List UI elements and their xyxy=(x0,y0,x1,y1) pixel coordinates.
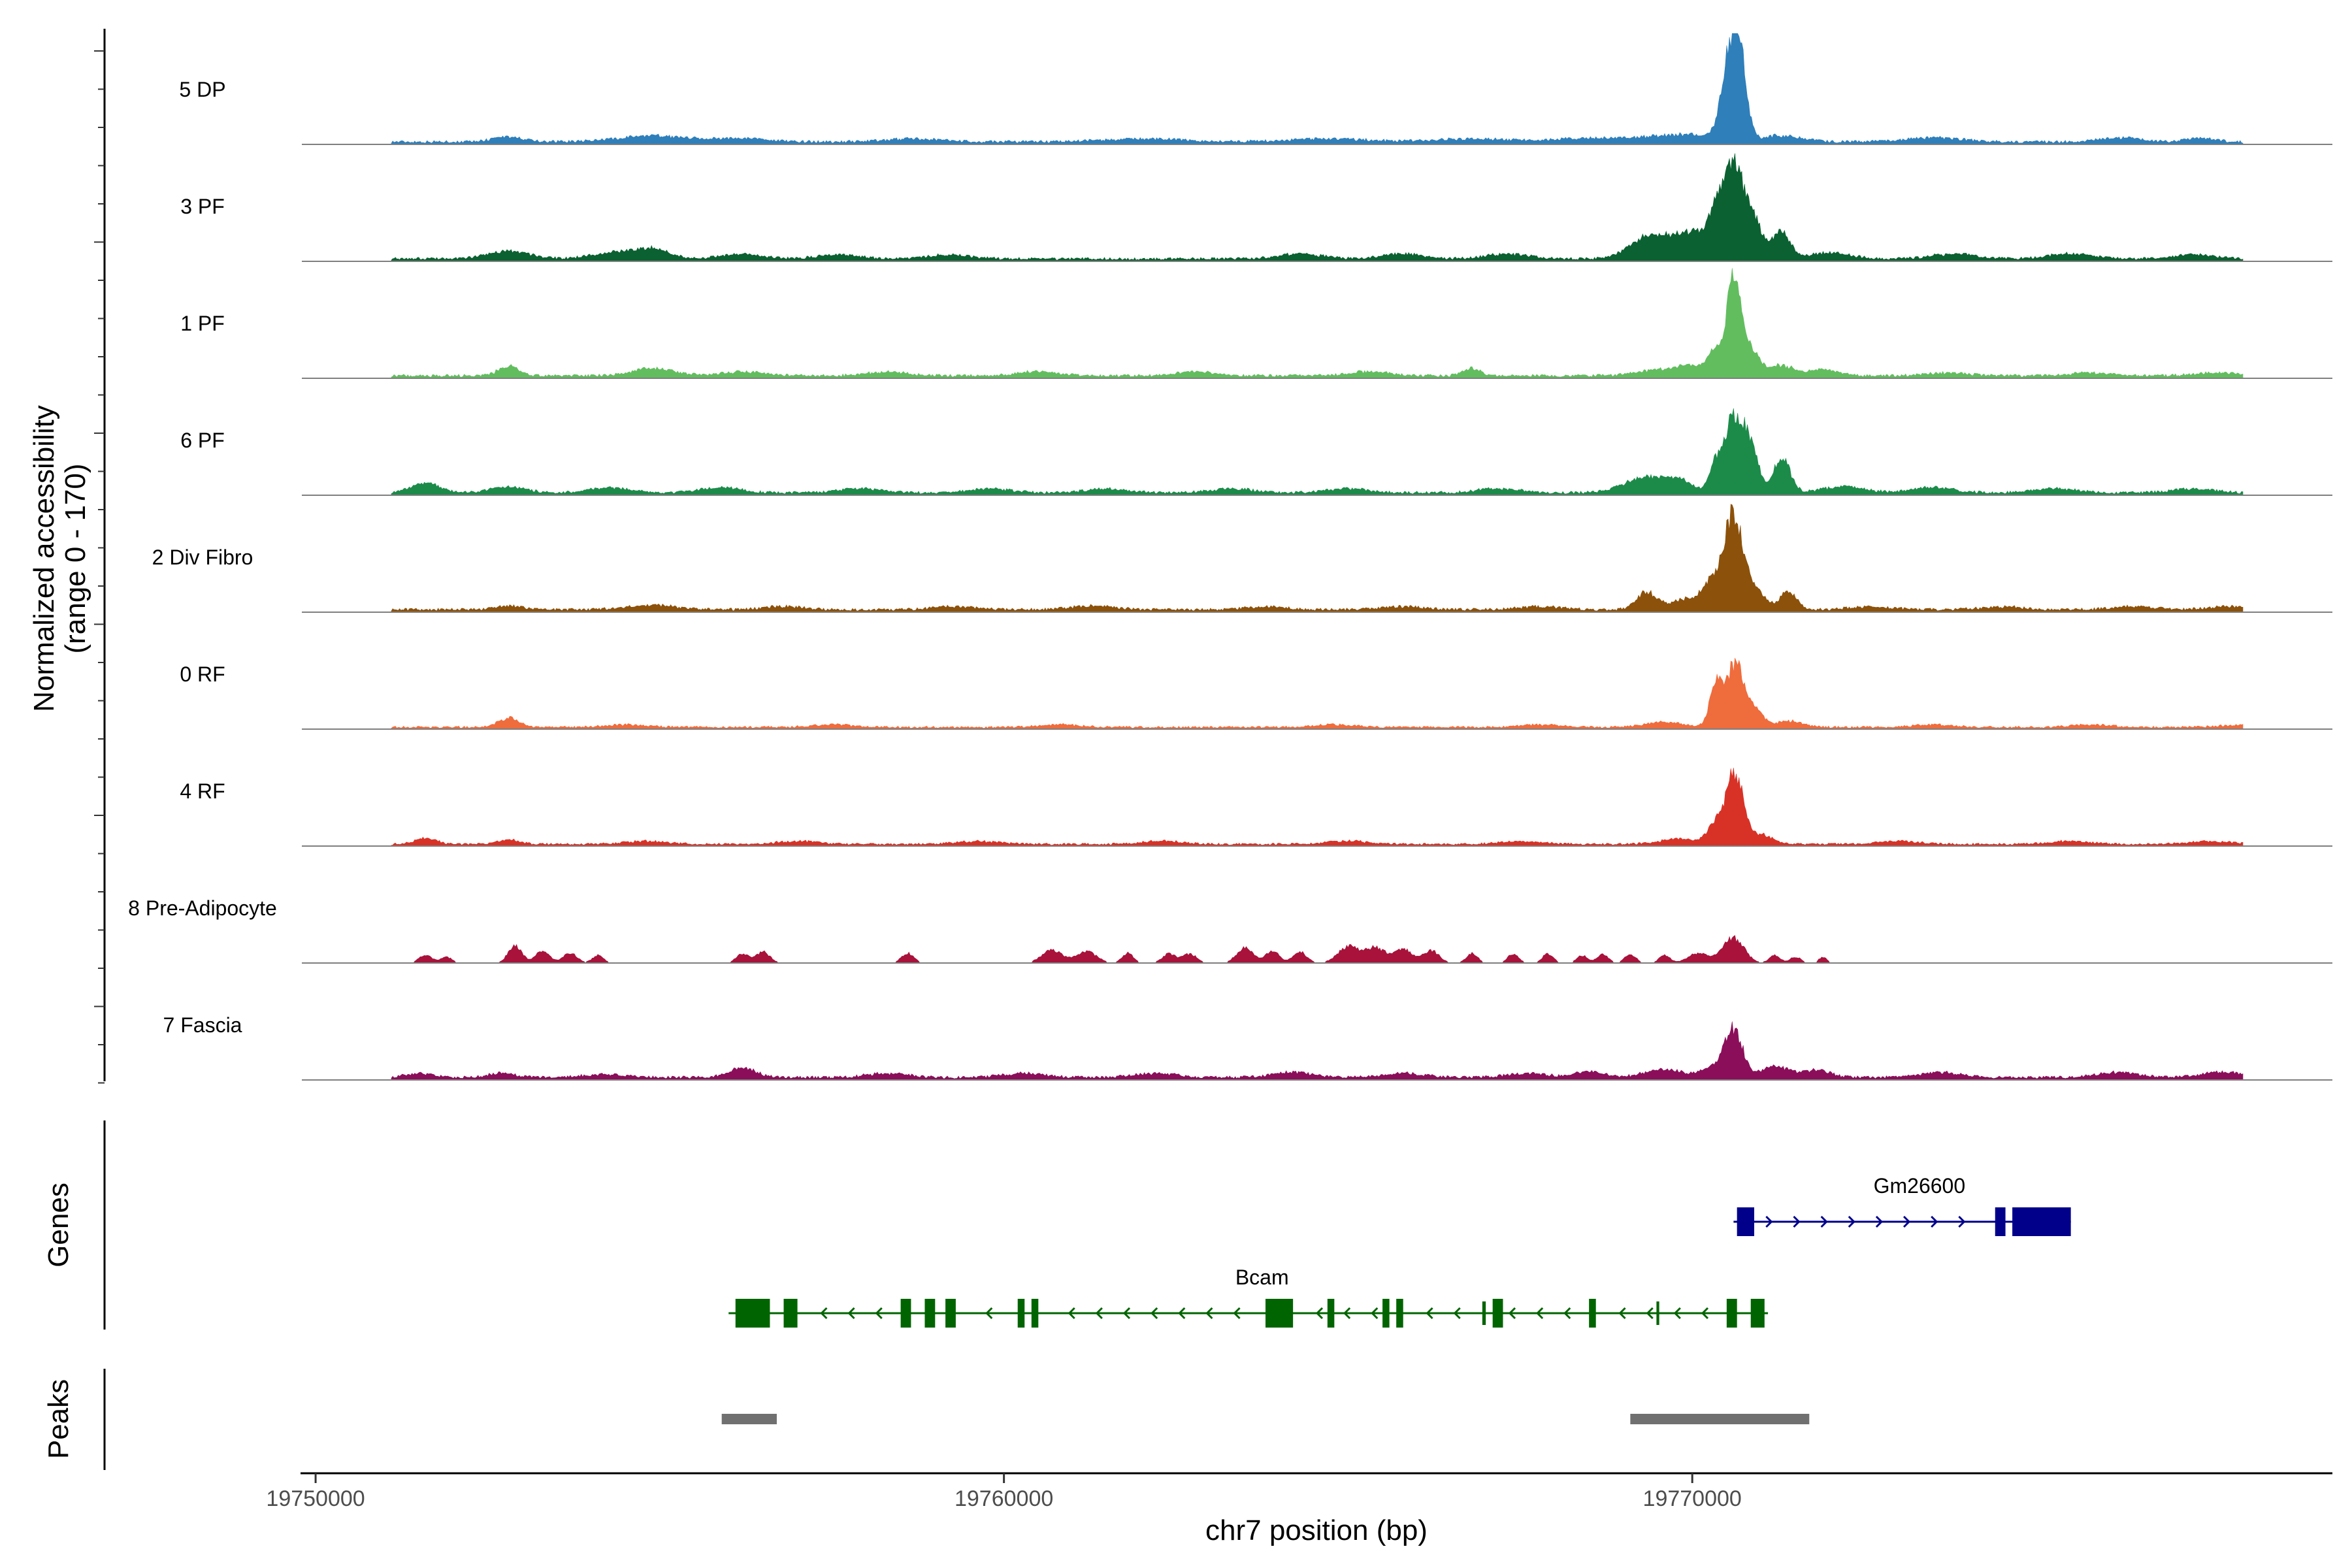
coverage-area-8-pre-adipocyte xyxy=(391,935,2243,964)
strand-arrow-bcam xyxy=(820,1307,828,1320)
strand-arrow-gm26600 xyxy=(1765,1215,1773,1228)
peak-regions xyxy=(721,1414,1810,1424)
strand-arrow-gm26600 xyxy=(1793,1215,1801,1228)
coverage-area-4-rf xyxy=(391,768,2244,847)
strand-arrow-bcam xyxy=(1426,1307,1433,1320)
strand-arrow-bcam xyxy=(847,1307,855,1320)
coverage-area-5-dp xyxy=(391,33,2244,145)
exon-bcam-4 xyxy=(945,1299,956,1328)
strand-arrow-bcam xyxy=(1453,1307,1461,1320)
x-tick-label-2: 19770000 xyxy=(1643,1486,1742,1511)
strand-arrow-bcam xyxy=(1315,1307,1324,1320)
exon-gm26600-2 xyxy=(2012,1207,2071,1236)
strand-arrow-bcam xyxy=(1371,1307,1379,1320)
strand-arrow-gm26600 xyxy=(1875,1215,1884,1228)
exon-bcam-8 xyxy=(1327,1299,1335,1328)
exon-bcam-16 xyxy=(1750,1299,1765,1328)
coverage-area-3-pf xyxy=(391,153,2244,262)
track-label-3-pf: 3 PF xyxy=(180,195,225,218)
coverage-area-7-fascia xyxy=(391,1021,2244,1081)
strand-arrow-bcam xyxy=(1205,1307,1213,1320)
track-label-5-dp: 5 DP xyxy=(179,78,225,101)
x-axis-title: chr7 position (bp) xyxy=(1205,1514,1428,1546)
coverage-area-0-rf xyxy=(391,658,2244,730)
exon-bcam-14 xyxy=(1656,1301,1659,1325)
strand-arrow-bcam xyxy=(985,1307,993,1320)
genes-panel-label: Genes xyxy=(42,1183,74,1267)
strand-arrow-bcam xyxy=(1178,1307,1186,1320)
exon-bcam-13 xyxy=(1589,1299,1596,1328)
x-tick-label-0: 19750000 xyxy=(266,1486,365,1511)
strand-arrow-gm26600 xyxy=(1958,1215,1966,1228)
strand-arrow-bcam xyxy=(1151,1307,1158,1320)
x-tick-label-1: 19760000 xyxy=(955,1486,1053,1511)
strand-arrow-bcam xyxy=(1068,1307,1075,1320)
exon-bcam-3 xyxy=(924,1299,936,1328)
strand-arrow-gm26600 xyxy=(1931,1215,1938,1228)
peak-region-0 xyxy=(721,1414,777,1424)
gene-models: Gm26600 Bcam xyxy=(728,1174,2071,1328)
coverage-area-2-div-fibro xyxy=(391,504,2244,613)
strand-arrow-bcam xyxy=(1618,1307,1626,1320)
exon-bcam-0 xyxy=(735,1299,770,1328)
strand-arrow-bcam xyxy=(1233,1307,1241,1320)
exon-bcam-15 xyxy=(1726,1299,1737,1328)
accessibility-tracks xyxy=(302,33,2332,1081)
coverage-area-6-pf xyxy=(391,408,2244,496)
strand-arrow-bcam xyxy=(1343,1307,1351,1320)
coverage-area-1-pf xyxy=(391,268,2244,379)
coverage-y-ticks xyxy=(94,50,105,1084)
exon-bcam-5 xyxy=(1017,1299,1025,1328)
strand-arrow-bcam xyxy=(1095,1307,1103,1320)
peaks-panel-label: Peaks xyxy=(42,1379,74,1459)
strand-arrow-bcam xyxy=(1508,1307,1516,1320)
track-label-0-rf: 0 RF xyxy=(180,662,225,686)
y-axis-title-line2: (range 0 - 170) xyxy=(59,463,91,653)
track-label-1-pf: 1 PF xyxy=(180,312,225,335)
strand-arrow-bcam xyxy=(1673,1307,1681,1320)
strand-arrow-bcam xyxy=(1563,1307,1571,1320)
x-axis-ticks: 19750000 19760000 19770000 xyxy=(266,1473,1742,1511)
gene-label-gm26600: Gm26600 xyxy=(1874,1174,1966,1198)
track-label-6-pf: 6 PF xyxy=(180,429,225,452)
y-axis-title-line1: Normalized accessibility xyxy=(28,405,60,711)
strand-arrow-bcam xyxy=(1536,1307,1544,1320)
exon-bcam-7 xyxy=(1265,1299,1294,1328)
strand-arrow-gm26600 xyxy=(1848,1215,1855,1228)
exon-bcam-12 xyxy=(1492,1299,1503,1328)
strand-arrow-bcam xyxy=(1701,1307,1709,1320)
exon-bcam-9 xyxy=(1382,1299,1390,1328)
gene-label-bcam: Bcam xyxy=(1235,1266,1289,1289)
track-label-7-fascia: 7 Fascia xyxy=(163,1013,242,1037)
exon-bcam-6 xyxy=(1031,1299,1039,1328)
strand-arrow-bcam xyxy=(875,1307,883,1320)
track-label-4-rf: 4 RF xyxy=(180,779,225,803)
exon-gm26600-0 xyxy=(1737,1207,1755,1236)
track-label-2-div-fibro: 2 Div Fibro xyxy=(152,546,253,569)
exon-bcam-2 xyxy=(900,1299,911,1328)
strand-arrow-bcam xyxy=(1646,1307,1654,1320)
exon-bcam-10 xyxy=(1396,1299,1403,1328)
strand-arrow-bcam xyxy=(1122,1307,1131,1320)
track-label-8-pre-adipocyte: 8 Pre-Adipocyte xyxy=(128,896,277,920)
strand-arrow-gm26600 xyxy=(1903,1215,1911,1228)
track-labels: 5 DP 3 PF 1 PF 6 PF 2 Div Fibro 0 RF 4 RF 8 Pre… xyxy=(128,78,277,1037)
exon-gm26600-1 xyxy=(1995,1207,2006,1236)
peak-region-1 xyxy=(1630,1414,1810,1424)
exon-bcam-1 xyxy=(783,1299,798,1328)
strand-arrow-gm26600 xyxy=(1820,1215,1828,1228)
exon-bcam-11 xyxy=(1482,1301,1486,1325)
